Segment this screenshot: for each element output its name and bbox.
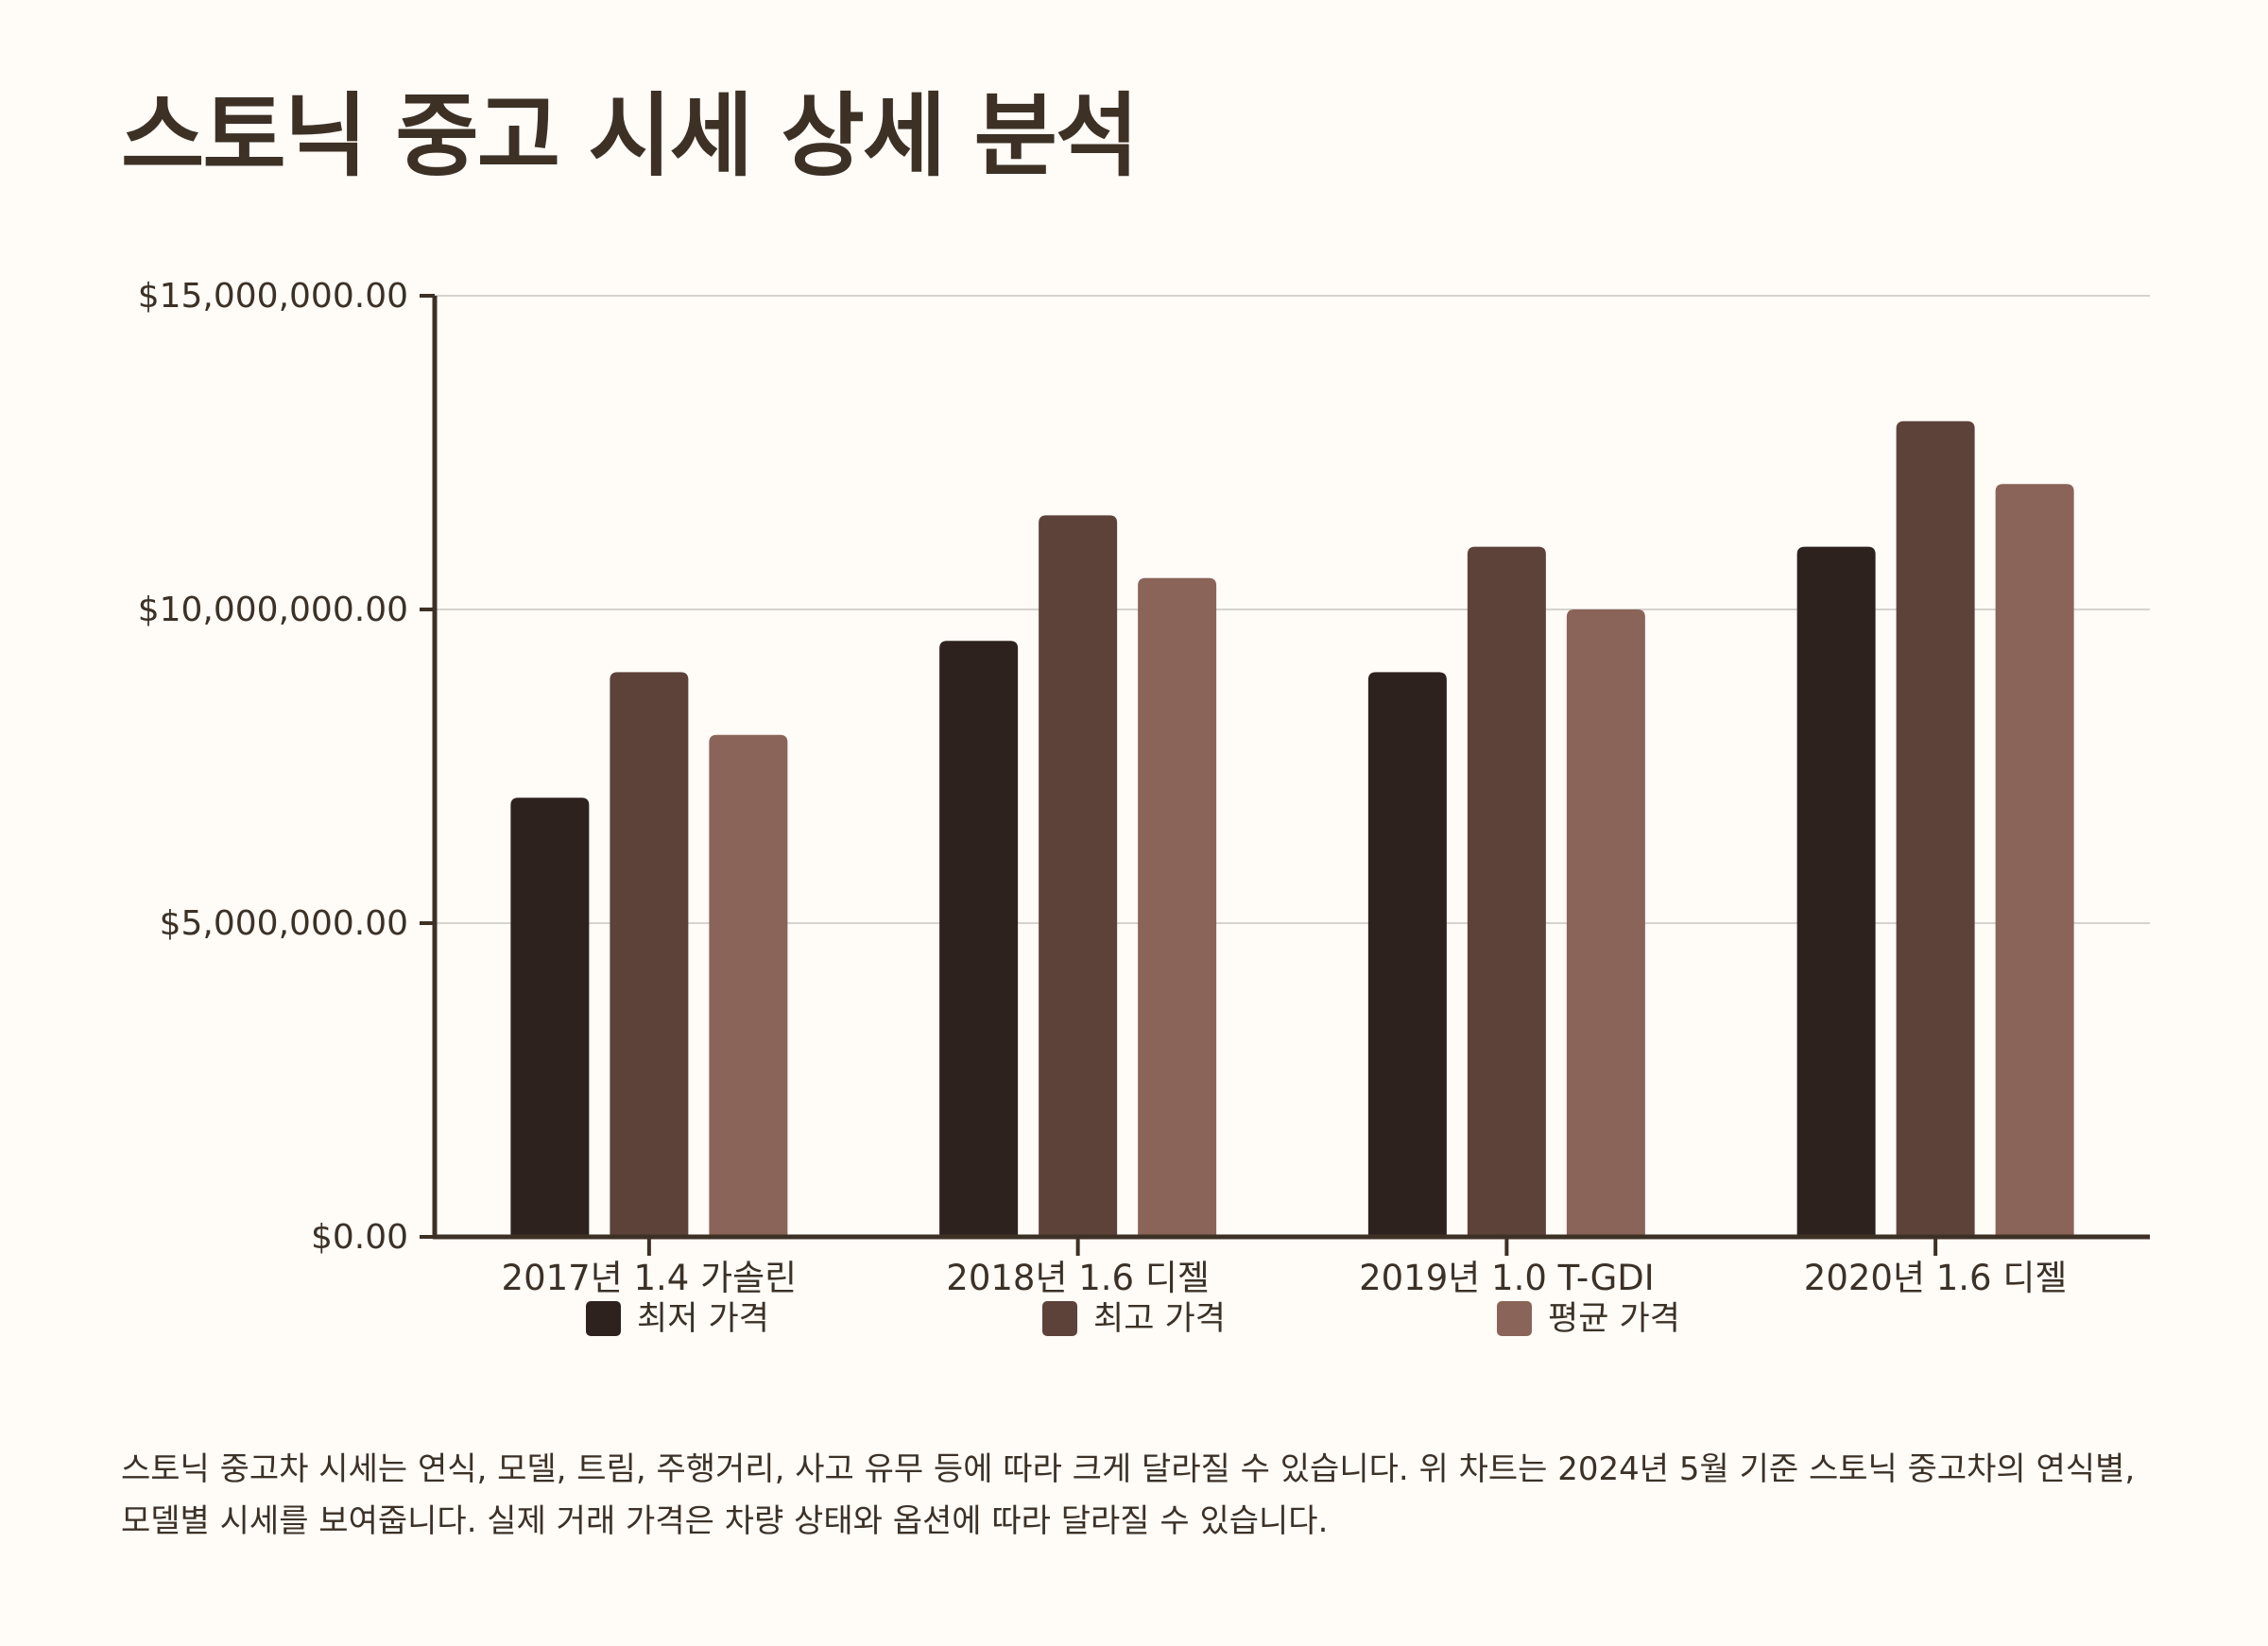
y-tick-label: $10,000,000.00 — [138, 591, 408, 629]
bar — [1896, 420, 1975, 1237]
bar — [510, 797, 590, 1237]
bar — [1566, 609, 1645, 1237]
legend-label: 평균 가격 — [1548, 1300, 1680, 1338]
y-tick-label: $5,000,000.00 — [160, 904, 408, 943]
y-tick-label: $15,000,000.00 — [138, 277, 408, 316]
bar — [939, 641, 1019, 1237]
bar — [1138, 577, 1217, 1237]
x-tick-label: 2018년 1.6 디젤 — [946, 1258, 1210, 1298]
bar — [1995, 484, 2074, 1237]
legend: 최저 가격 최고 가격 평균 가격 — [586, 1300, 1680, 1338]
page-title: 스토닉 중고 시세 상세 분석 — [121, 83, 1139, 189]
bar — [1039, 515, 1118, 1237]
x-tick-label: 2020년 1.6 디젤 — [1804, 1258, 2068, 1298]
x-tick-label: 2019년 1.0 T-GDI — [1359, 1258, 1655, 1298]
bar — [1367, 672, 1447, 1237]
legend-label: 최고 가격 — [1093, 1300, 1226, 1338]
x-tick-label: 2017년 1.4 가솔린 — [502, 1258, 798, 1298]
legend-label: 최저 가격 — [637, 1300, 769, 1338]
axes: $0.00 $5,000,000.00 $10,000,000.00 $15,000,… — [138, 277, 2150, 1298]
bar — [1467, 546, 1546, 1237]
legend-swatch — [586, 1301, 621, 1336]
y-tick-label: $0.00 — [311, 1218, 408, 1257]
bar — [610, 672, 689, 1237]
legend-swatch — [1497, 1301, 1532, 1336]
bars — [510, 420, 2074, 1237]
chart-description: 스토닉 중고차 시세는 연식, 모델, 트림, 주행거리, 사고 유무 등에 따… — [121, 1450, 2136, 1540]
bar — [1796, 546, 1876, 1237]
legend-swatch — [1042, 1301, 1077, 1336]
gridlines — [435, 295, 2150, 924]
bar — [709, 734, 788, 1237]
